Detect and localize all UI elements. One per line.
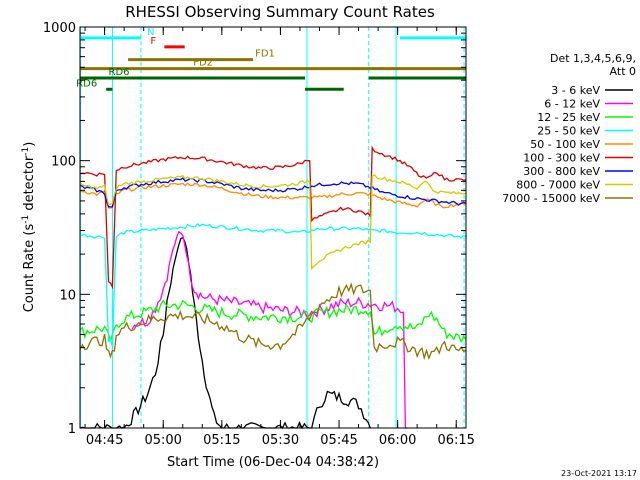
y-axis-label-sup: -1 <box>21 215 31 224</box>
x-tick-label: 05:00 <box>144 433 181 448</box>
legend-header: Att 0 <box>610 65 636 78</box>
series-line <box>79 145 467 290</box>
legend-label: 12 - 25 keV <box>537 111 600 124</box>
x-tick-label: 05:15 <box>203 433 240 448</box>
y-tick-label: 1 <box>68 422 76 437</box>
series-line <box>79 182 467 209</box>
y-axis-label-part: Count Rate (s <box>22 224 37 313</box>
x-tick-label: 05:45 <box>320 433 357 448</box>
series-line <box>131 230 408 429</box>
legend-label: 300 - 800 keV <box>523 165 600 178</box>
series-line <box>79 282 467 361</box>
legend-label: 25 - 50 keV <box>537 125 600 138</box>
series-line <box>79 222 467 347</box>
state-bar-label: FD2 <box>193 58 213 69</box>
y-axis-label-part: detector <box>22 155 37 215</box>
legend-header: Det 1,3,4,5,6,9, <box>550 52 636 65</box>
legend-label: 6 - 12 keV <box>544 98 600 111</box>
series-line <box>79 174 467 271</box>
legend-label: 800 - 7000 keV <box>516 179 600 192</box>
legend-label: 100 - 300 keV <box>523 152 600 165</box>
chart-title: RHESSI Observing Summary Count Rates <box>125 3 435 21</box>
y-tick-label: 100 <box>51 155 76 170</box>
state-bar-label: FD1 <box>255 49 275 60</box>
legend-label: 50 - 100 keV <box>530 138 600 151</box>
series-line <box>79 299 467 344</box>
legend-label: 7000 - 15000 keV <box>502 192 600 205</box>
series-line <box>79 177 467 208</box>
y-axis-label-part: ) <box>22 142 37 147</box>
state-bar-label: N <box>147 27 154 38</box>
axis-ticks: 04:45 05:00 05:15 05:30 05:45 06:00 06:15 1 10 10… <box>43 21 475 448</box>
x-tick-label: 04:45 <box>86 433 123 448</box>
y-axis-label: Count Rate (s-1 detector-1) <box>21 142 37 313</box>
legend-label: 3 - 6 keV <box>551 84 600 97</box>
series-lines <box>79 145 467 430</box>
state-bar-label: F <box>150 36 156 47</box>
state-bar-label: RD6 <box>109 67 130 78</box>
x-axis-label: Start Time (06-Dec-04 04:38:42) <box>167 455 379 470</box>
state-bar-label: RD6 <box>76 78 97 89</box>
plot-frame <box>79 26 467 429</box>
footer-date: 23-Oct-2021 13:17 <box>561 469 637 478</box>
y-tick-label: 10 <box>59 288 76 303</box>
x-tick-label: 06:15 <box>437 433 474 448</box>
y-axis-label-sup: -1 <box>21 147 31 156</box>
y-tick-label: 1000 <box>43 21 76 36</box>
series-line <box>79 236 371 430</box>
x-tick-label: 05:30 <box>262 433 299 448</box>
x-tick-label: 06:00 <box>379 433 416 448</box>
state-bars: NF FD1 FD2 RD6 RD6 <box>76 27 466 91</box>
